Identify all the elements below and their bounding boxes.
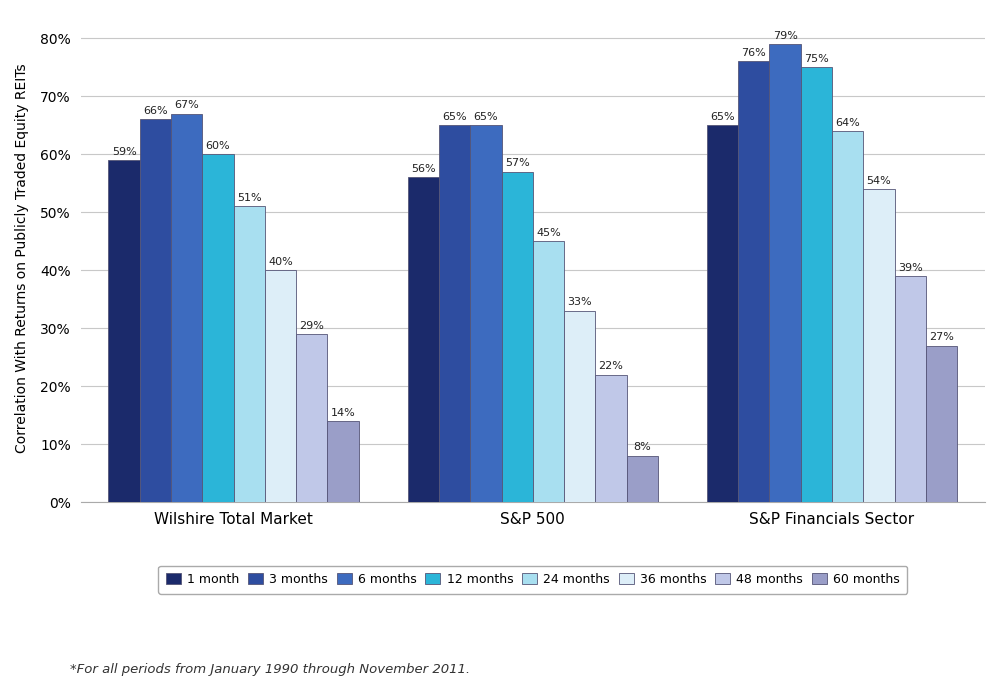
Bar	[502, 172, 533, 502]
Text: 56%: 56%	[411, 164, 436, 174]
Text: 22%: 22%	[599, 361, 623, 371]
Bar	[895, 276, 926, 502]
Bar	[140, 120, 171, 502]
Bar	[202, 154, 234, 502]
Text: 57%: 57%	[505, 158, 530, 168]
Bar	[533, 241, 564, 502]
Y-axis label: Correlation With Returns on Publicly Traded Equity REITs: Correlation With Returns on Publicly Tra…	[15, 64, 29, 454]
Text: 65%: 65%	[474, 112, 498, 122]
Bar	[171, 114, 202, 502]
Bar	[470, 125, 502, 502]
Text: 76%: 76%	[741, 48, 766, 58]
Text: 54%: 54%	[867, 176, 891, 185]
Text: 79%: 79%	[773, 30, 798, 41]
Text: 65%: 65%	[442, 112, 467, 122]
Bar	[801, 67, 832, 502]
Bar	[265, 270, 296, 502]
Text: 59%: 59%	[112, 147, 136, 157]
Bar	[108, 160, 140, 502]
Bar	[832, 131, 863, 502]
Text: 29%: 29%	[299, 320, 324, 331]
Bar	[296, 334, 327, 502]
Bar	[627, 456, 658, 502]
Bar	[738, 62, 769, 502]
Bar	[769, 44, 801, 502]
Bar	[863, 189, 895, 502]
Text: 65%: 65%	[710, 112, 735, 122]
Bar	[439, 125, 470, 502]
Bar	[595, 375, 627, 502]
Text: 60%: 60%	[206, 141, 230, 151]
Text: 8%: 8%	[633, 442, 651, 452]
Text: 67%: 67%	[174, 100, 199, 110]
Bar	[327, 421, 359, 502]
Text: 64%: 64%	[835, 118, 860, 128]
Text: 39%: 39%	[898, 262, 923, 272]
Text: 40%: 40%	[268, 257, 293, 267]
Bar	[408, 177, 439, 502]
Text: 75%: 75%	[804, 53, 829, 64]
Bar	[234, 206, 265, 502]
Text: 14%: 14%	[331, 408, 355, 418]
Text: 45%: 45%	[536, 228, 561, 238]
Legend: 1 month, 3 months, 6 months, 12 months, 24 months, 36 months, 48 months, 60 mont: 1 month, 3 months, 6 months, 12 months, …	[158, 566, 907, 594]
Bar	[926, 345, 957, 502]
Text: 51%: 51%	[237, 193, 262, 203]
Text: 27%: 27%	[929, 332, 954, 342]
Bar	[707, 125, 738, 502]
Bar	[564, 311, 595, 502]
Text: 66%: 66%	[143, 106, 168, 116]
Text: *For all periods from January 1990 through November 2011.: *For all periods from January 1990 throu…	[70, 662, 470, 675]
Text: 33%: 33%	[567, 297, 592, 308]
